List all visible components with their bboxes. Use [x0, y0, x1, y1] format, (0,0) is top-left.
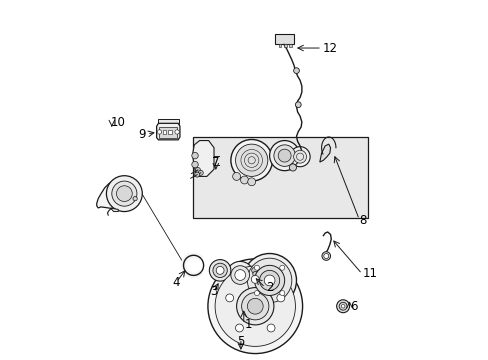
Circle shape [247, 258, 291, 303]
Circle shape [194, 172, 199, 177]
Circle shape [295, 102, 301, 108]
Circle shape [289, 164, 296, 171]
Circle shape [133, 197, 137, 201]
Text: 6: 6 [349, 300, 357, 313]
Text: 9: 9 [138, 127, 145, 141]
Circle shape [112, 181, 137, 206]
Circle shape [293, 150, 306, 163]
Circle shape [254, 265, 259, 270]
Circle shape [175, 130, 179, 134]
Circle shape [236, 288, 273, 325]
Polygon shape [192, 140, 214, 176]
Circle shape [336, 300, 349, 313]
Bar [163, 130, 166, 134]
Text: 10: 10 [111, 116, 126, 129]
Circle shape [212, 263, 227, 278]
Circle shape [198, 170, 203, 175]
Circle shape [251, 267, 257, 273]
Polygon shape [156, 123, 180, 140]
Circle shape [339, 302, 346, 310]
Circle shape [276, 294, 284, 302]
Circle shape [209, 260, 230, 281]
Circle shape [252, 271, 257, 276]
Bar [289, 44, 292, 47]
Circle shape [273, 145, 295, 166]
Circle shape [279, 291, 284, 296]
Circle shape [234, 270, 245, 280]
Circle shape [230, 266, 249, 284]
Circle shape [232, 172, 240, 180]
Circle shape [157, 130, 162, 134]
Circle shape [195, 167, 200, 172]
Text: 11: 11 [362, 267, 377, 280]
Circle shape [269, 140, 299, 171]
Circle shape [226, 261, 253, 289]
Text: 2: 2 [265, 281, 273, 294]
Polygon shape [111, 208, 118, 212]
Circle shape [266, 324, 274, 332]
Circle shape [241, 293, 268, 320]
Circle shape [191, 152, 198, 159]
Text: 4: 4 [172, 276, 180, 289]
Polygon shape [158, 119, 179, 124]
Circle shape [321, 252, 330, 260]
Text: 7: 7 [212, 156, 219, 169]
Polygon shape [159, 127, 177, 138]
Circle shape [278, 149, 290, 162]
Circle shape [207, 259, 302, 354]
Bar [278, 44, 281, 47]
Circle shape [264, 275, 274, 286]
Circle shape [254, 291, 259, 296]
Bar [192, 137, 367, 218]
Circle shape [289, 147, 309, 167]
Text: 3: 3 [210, 285, 217, 298]
Polygon shape [319, 144, 330, 162]
Circle shape [341, 305, 344, 308]
Circle shape [235, 324, 243, 332]
Circle shape [240, 176, 248, 184]
Circle shape [279, 265, 284, 270]
Circle shape [323, 253, 328, 258]
Text: 1: 1 [244, 318, 251, 331]
Circle shape [251, 275, 259, 283]
Bar [168, 130, 171, 134]
Circle shape [247, 298, 263, 314]
Bar [274, 35, 293, 44]
Circle shape [242, 253, 296, 307]
Circle shape [247, 178, 255, 186]
Circle shape [106, 176, 142, 212]
Text: 12: 12 [322, 41, 337, 54]
Circle shape [235, 144, 267, 176]
Circle shape [230, 139, 272, 181]
Circle shape [216, 266, 224, 274]
Circle shape [225, 294, 233, 302]
Circle shape [215, 266, 295, 346]
Circle shape [254, 265, 284, 296]
Circle shape [191, 161, 198, 168]
Circle shape [293, 68, 299, 73]
Circle shape [259, 270, 279, 291]
Polygon shape [97, 178, 140, 210]
Circle shape [116, 186, 132, 202]
Text: 8: 8 [359, 214, 366, 227]
Bar [284, 44, 286, 47]
Text: 5: 5 [237, 335, 244, 348]
